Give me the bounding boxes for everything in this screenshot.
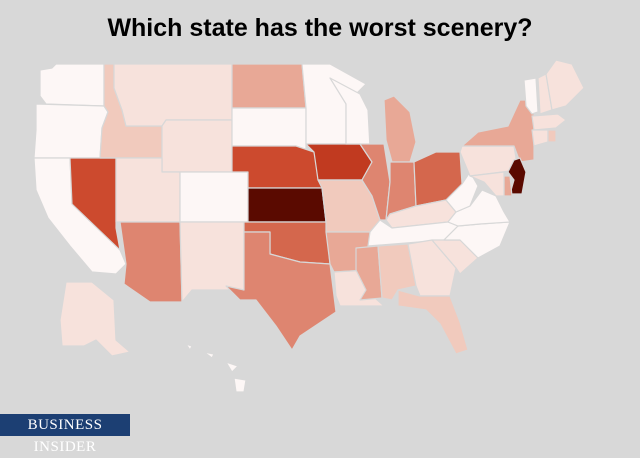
- state-nm: [179, 221, 245, 303]
- state-nd: [231, 63, 307, 109]
- state-nj: [507, 157, 527, 195]
- state-ct: [531, 129, 549, 147]
- state-hi: [185, 343, 247, 393]
- state-tx: [225, 231, 337, 351]
- state-ks: [247, 187, 327, 223]
- state-de: [503, 175, 513, 197]
- map-title: Which state has the worst scenery?: [107, 14, 533, 42]
- state-ma: [531, 113, 567, 131]
- state-me: [545, 59, 585, 111]
- state-ak: [59, 281, 131, 357]
- state-sd: [231, 107, 307, 151]
- state-az: [119, 221, 183, 303]
- state-co: [179, 171, 249, 223]
- state-wv: [445, 171, 479, 213]
- business-insider-logo: Business Insider: [0, 414, 130, 455]
- us-choropleth-map: [33, 59, 585, 393]
- state-md: [469, 171, 505, 197]
- state-vt: [523, 77, 539, 115]
- state-wy: [161, 119, 233, 173]
- state-mi: [383, 95, 417, 163]
- state-wa: [39, 63, 105, 107]
- state-fl: [397, 289, 469, 355]
- state-pa: [459, 145, 519, 177]
- state-or: [33, 103, 109, 159]
- state-mt: [113, 63, 233, 127]
- state-ri: [547, 129, 557, 143]
